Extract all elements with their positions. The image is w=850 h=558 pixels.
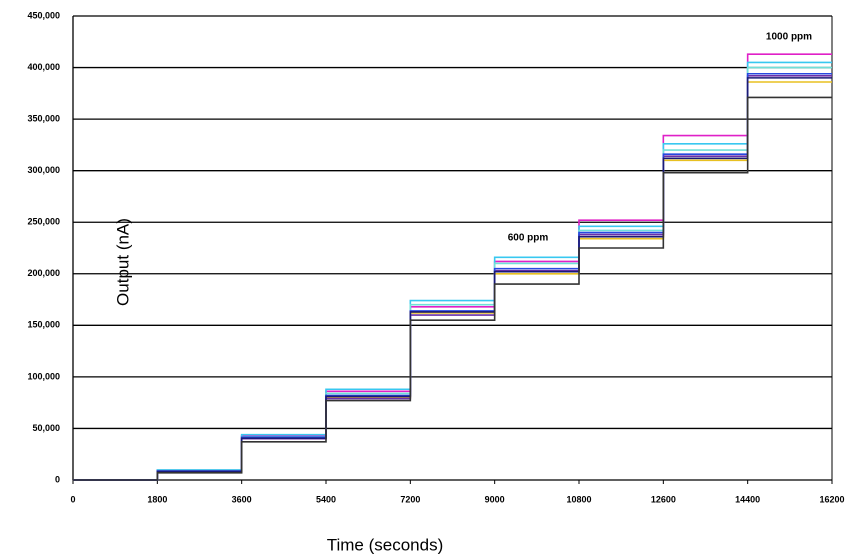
y-tick-label: 150,000 [27, 320, 60, 330]
series-line [73, 81, 832, 481]
x-tick-label: 0 [70, 494, 75, 504]
y-tick-label: 200,000 [27, 268, 60, 278]
y-tick-label: 350,000 [27, 113, 60, 123]
x-tick-label: 7200 [400, 494, 420, 504]
series-line [73, 77, 832, 481]
x-tick-label: 16200 [819, 494, 844, 504]
x-tick-label: 12600 [651, 494, 676, 504]
x-tick-label: 14400 [735, 494, 760, 504]
annotation: 600 ppm [508, 233, 549, 244]
y-tick-label: 50,000 [32, 423, 60, 433]
annotation: 1000 ppm [766, 32, 812, 43]
series-line [73, 72, 832, 481]
x-tick-label: 1800 [147, 494, 167, 504]
y-tick-label: 450,000 [27, 10, 60, 20]
y-axis-label: Output (nA) [113, 218, 132, 306]
y-tick-label: 300,000 [27, 165, 60, 175]
series-line [73, 61, 832, 481]
x-tick-label: 5400 [316, 494, 336, 504]
series-line [73, 53, 832, 481]
series-line [73, 96, 832, 481]
y-tick-label: 100,000 [27, 371, 60, 381]
x-tick-label: 10800 [566, 494, 591, 504]
x-axis-label: Time (seconds) [327, 535, 444, 554]
y-tick-label: 0 [55, 474, 60, 484]
y-tick-label: 250,000 [27, 217, 60, 227]
x-tick-label: 9000 [485, 494, 505, 504]
y-tick-label: 400,000 [27, 62, 60, 72]
series-line [73, 75, 832, 481]
x-tick-label: 3600 [232, 494, 252, 504]
